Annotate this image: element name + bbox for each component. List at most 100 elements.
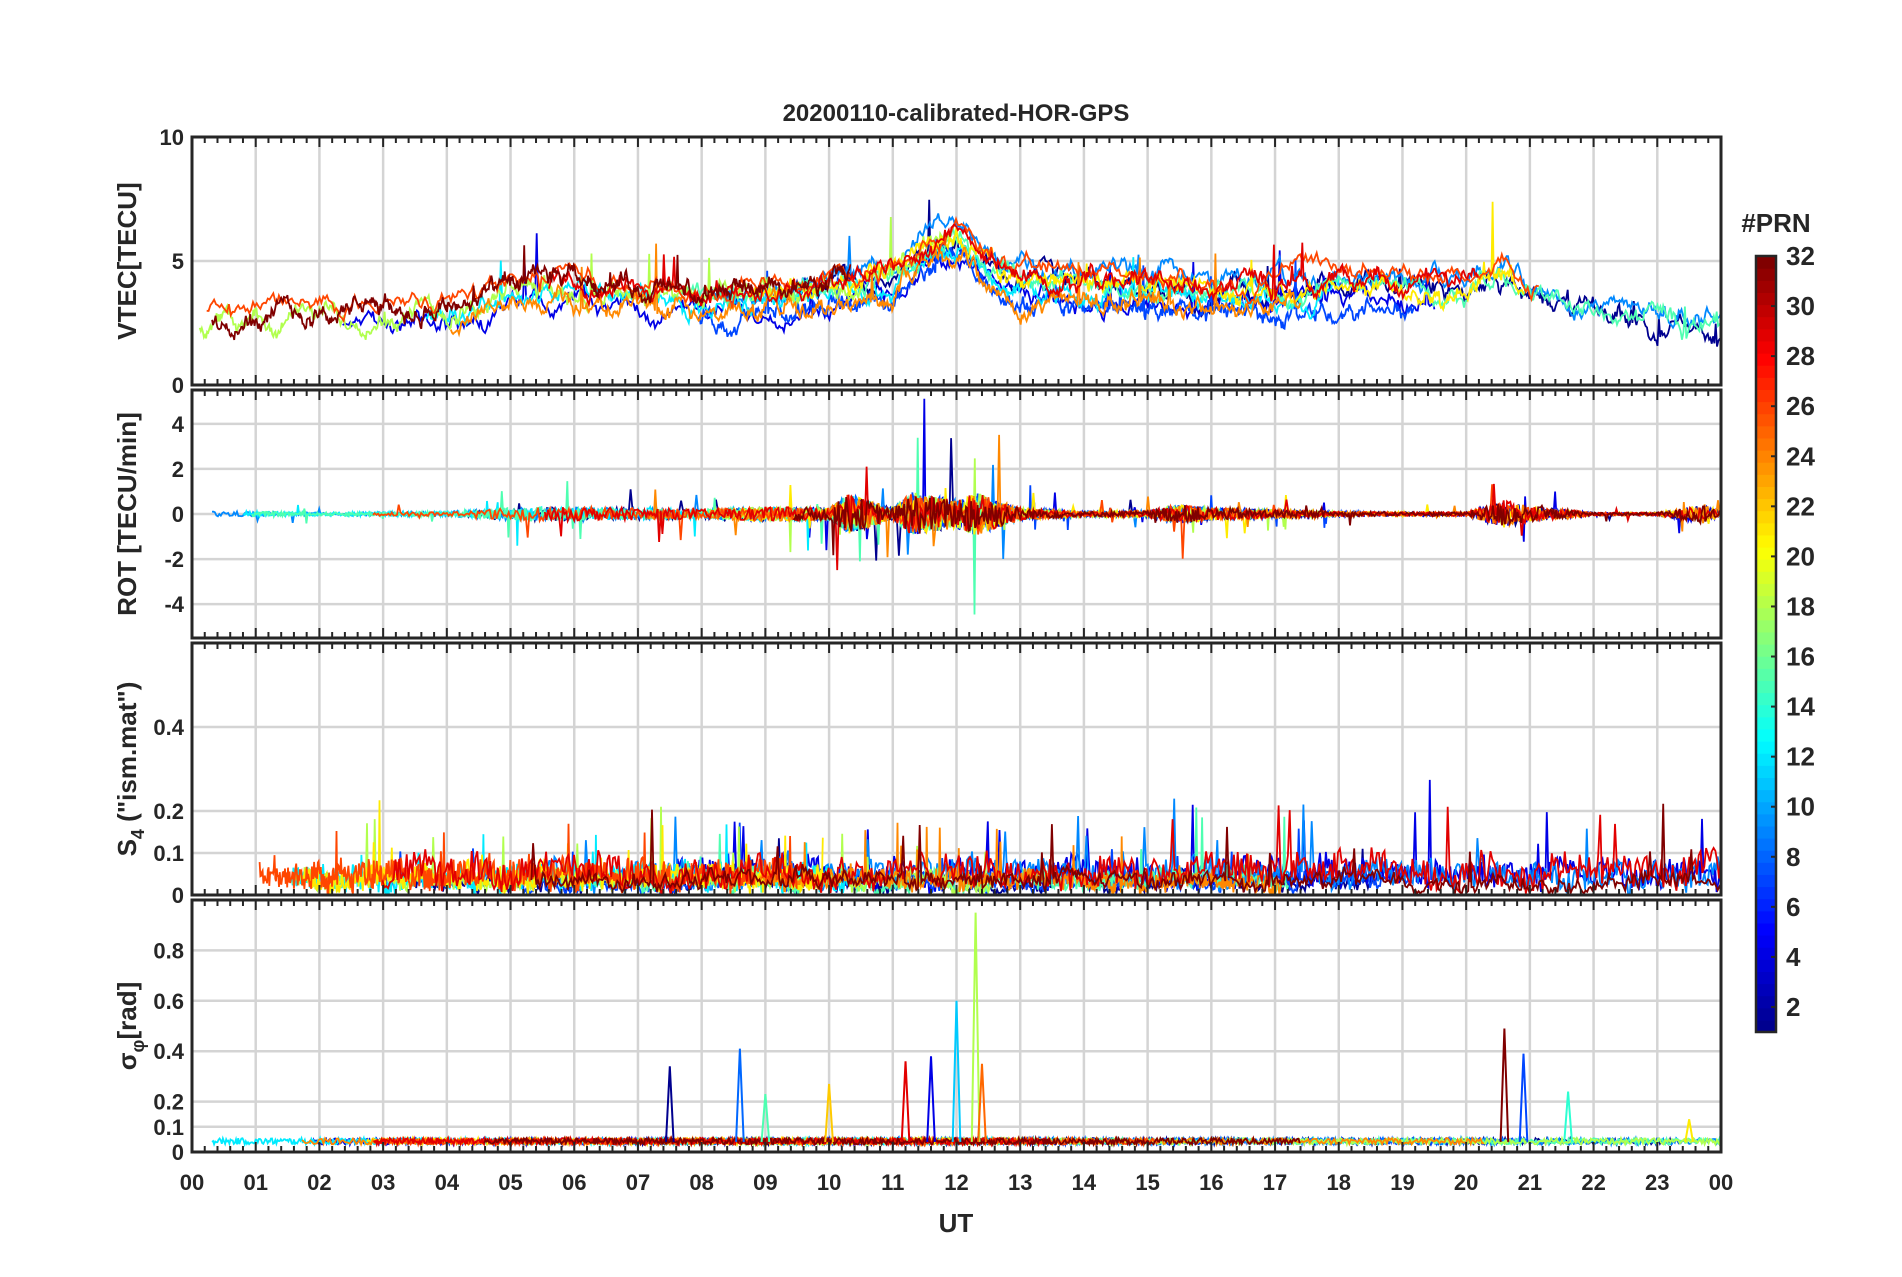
colorbar-tick-label: 30 bbox=[1786, 291, 1815, 321]
colorbar-segment bbox=[1756, 607, 1776, 621]
colorbar-tick-label: 22 bbox=[1786, 491, 1815, 521]
y-label-rest: [rad] bbox=[112, 982, 142, 1040]
x-tick-label: 16 bbox=[1199, 1170, 1223, 1195]
colorbar-segment bbox=[1756, 437, 1776, 451]
colorbar-segment bbox=[1756, 559, 1776, 572]
x-tick-label: 04 bbox=[435, 1170, 460, 1195]
colorbar-segment bbox=[1756, 486, 1776, 500]
colorbar-tick-label: 10 bbox=[1786, 792, 1815, 822]
x-tick-label: 08 bbox=[689, 1170, 713, 1195]
spike-mark bbox=[951, 1000, 962, 1142]
spike-mark bbox=[977, 1063, 987, 1142]
x-tick-label: 05 bbox=[498, 1170, 522, 1195]
y-tick-label: 0.1 bbox=[153, 841, 184, 866]
x-tick-label: 21 bbox=[1518, 1170, 1542, 1195]
y-label-sub: φ bbox=[128, 1039, 148, 1052]
colorbar-segment bbox=[1756, 571, 1776, 584]
y-tick-label: 0 bbox=[172, 883, 184, 908]
series-group bbox=[211, 398, 1722, 615]
colorbar-segment bbox=[1756, 825, 1776, 839]
y-tick-label: 0.8 bbox=[153, 938, 184, 963]
panel-s4: 00.10.20.4S4 ("ism.mat") bbox=[112, 641, 1723, 908]
spike-mark bbox=[735, 1048, 745, 1142]
x-tick-label: 14 bbox=[1072, 1170, 1097, 1195]
colorbar-segment bbox=[1756, 644, 1776, 657]
colorbar-tick-label: 12 bbox=[1786, 742, 1815, 772]
plot-frame bbox=[190, 898, 1723, 1154]
spike-mark bbox=[1563, 1091, 1573, 1142]
x-tick-label: 01 bbox=[243, 1170, 267, 1195]
colorbar-segment bbox=[1756, 547, 1776, 560]
colorbar-segment bbox=[1756, 789, 1776, 803]
series-line bbox=[258, 823, 798, 895]
series-line bbox=[449, 243, 1302, 338]
spike-mark bbox=[1499, 1028, 1510, 1142]
colorbar-segment bbox=[1756, 874, 1776, 888]
colorbar-tick-label: 20 bbox=[1786, 541, 1815, 571]
colorbar-segment bbox=[1756, 534, 1776, 548]
colorbar-segment bbox=[1756, 656, 1776, 669]
plot-frame bbox=[190, 641, 1723, 897]
spike-mark bbox=[664, 1066, 675, 1142]
x-tick-label: 23 bbox=[1645, 1170, 1669, 1195]
colorbar-tick-label: 18 bbox=[1786, 591, 1815, 621]
colorbar-segment bbox=[1756, 716, 1776, 730]
spike-mark bbox=[760, 1093, 771, 1142]
series-line bbox=[548, 223, 1479, 308]
spike-mark bbox=[900, 1061, 911, 1142]
y-axis-label: σφ[rad] bbox=[112, 982, 148, 1070]
y-label-main: σ bbox=[112, 1052, 142, 1070]
colorbar-segment bbox=[1756, 413, 1776, 427]
spike-mark bbox=[1518, 1053, 1529, 1142]
colorbar-segment bbox=[1756, 425, 1776, 439]
colorbar-segment bbox=[1756, 280, 1776, 293]
colorbar-segment bbox=[1756, 680, 1776, 694]
series-group bbox=[198, 199, 1722, 347]
series-line bbox=[530, 803, 1722, 895]
y-axis-label: ROT [TECU/min] bbox=[112, 412, 142, 616]
x-tick-label: 19 bbox=[1390, 1170, 1414, 1195]
colorbar-tick-label: 24 bbox=[1786, 441, 1815, 471]
y-tick-label: 2 bbox=[172, 457, 184, 482]
colorbar-tick-label: 32 bbox=[1786, 241, 1815, 271]
y-tick-label: 5 bbox=[172, 249, 184, 274]
spike-mark bbox=[970, 912, 981, 1142]
colorbar-segment bbox=[1756, 959, 1776, 972]
x-tick-label: 12 bbox=[944, 1170, 968, 1195]
panel-sigmaphi: 00.10.2 0.4 0.6 0.8 00 01 02 03 04 05 06 07 08 09 10 11… bbox=[112, 898, 1733, 1195]
colorbar-segment bbox=[1756, 474, 1776, 487]
colorbar-segment bbox=[1756, 801, 1776, 815]
colorbar-segment bbox=[1756, 983, 1776, 997]
colorbar-segment bbox=[1756, 292, 1776, 306]
y-tick-label: 4 bbox=[172, 412, 185, 437]
plot-frame bbox=[190, 388, 1723, 640]
colorbar-tick-label: 4 bbox=[1786, 942, 1801, 972]
colorbar-segment bbox=[1756, 256, 1776, 269]
series-line bbox=[381, 805, 1722, 895]
x-tick-label: 20 bbox=[1454, 1170, 1478, 1195]
colorbar-segment bbox=[1756, 268, 1776, 281]
colorbar-segment bbox=[1756, 304, 1776, 318]
series-line bbox=[792, 496, 1722, 556]
colorbar-segment bbox=[1756, 1019, 1776, 1033]
colorbar-segment bbox=[1756, 353, 1776, 366]
colorbar-segment bbox=[1756, 377, 1776, 390]
colorbar-segment bbox=[1756, 328, 1776, 342]
series-group bbox=[258, 779, 1722, 895]
colorbar-segment bbox=[1756, 838, 1776, 851]
colorbar-segment bbox=[1756, 753, 1776, 766]
plot-frame bbox=[190, 135, 1723, 387]
panel-rot: -4 -2 0 2 4 ROT [TECU/min] bbox=[112, 388, 1723, 640]
y-tick-label: 0.4 bbox=[153, 715, 184, 740]
x-tick-label: 00 bbox=[180, 1170, 204, 1195]
y-tick-label: -4 bbox=[164, 592, 184, 617]
colorbar-segment bbox=[1756, 692, 1776, 706]
y-tick-label: 0 bbox=[172, 1140, 184, 1165]
colorbar-tick-label: 2 bbox=[1786, 992, 1800, 1022]
colorbar-segment bbox=[1756, 850, 1776, 863]
colorbar-segment bbox=[1756, 365, 1776, 378]
colorbar-segment bbox=[1756, 777, 1776, 791]
